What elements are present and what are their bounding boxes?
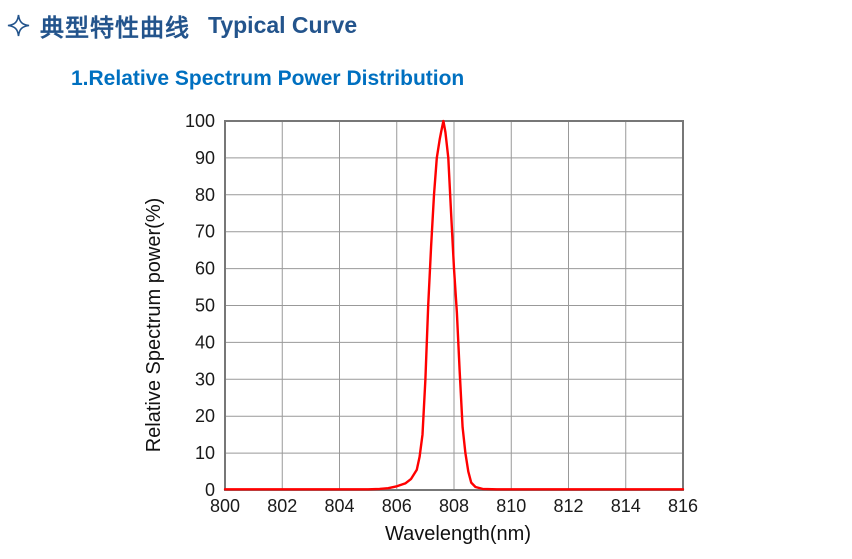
header-title-english: Typical Curve	[208, 12, 358, 38]
y-tick-label: 80	[195, 185, 215, 205]
x-axis-title: Wavelength(nm)	[385, 523, 531, 545]
x-tick-label: 812	[553, 496, 583, 516]
x-tick-label: 804	[324, 496, 354, 516]
header-title-chinese: 典型特性曲线	[40, 15, 190, 42]
tick-layer: 800 802 804 806 808 810 812 814 816 0 10 20 30 40 50 60…	[185, 111, 698, 516]
y-tick-label: 90	[195, 148, 215, 168]
section-header: 典型特性曲线 Typical Curve	[7, 8, 357, 43]
curve-layer	[223, 119, 685, 491]
y-tick-label: 50	[195, 296, 215, 316]
y-tick-label: 70	[195, 222, 215, 242]
grid-layer	[224, 120, 684, 491]
y-tick-label: 10	[195, 443, 215, 463]
y-tick-label: 30	[195, 369, 215, 389]
x-tick-label: 810	[496, 496, 526, 516]
x-tick-label: 814	[611, 496, 641, 516]
x-tick-label: 800	[210, 496, 240, 516]
x-tick-label: 806	[382, 496, 412, 516]
plot-border	[224, 120, 684, 491]
x-tick-label: 808	[439, 496, 469, 516]
y-axis-title: Relative Spectrum power(%)	[143, 198, 165, 453]
y-tick-label: 20	[195, 406, 215, 426]
x-tick-label: 802	[267, 496, 297, 516]
spectrum-curve	[223, 119, 685, 491]
y-tick-label: 60	[195, 259, 215, 279]
x-tick-label: 816	[668, 496, 698, 516]
four-pointed-star-icon	[7, 14, 30, 37]
y-tick-label: 0	[205, 480, 215, 500]
chart-section-heading: 1.Relative Spectrum Power Distribution	[71, 67, 465, 90]
y-tick-label: 40	[195, 332, 215, 352]
y-tick-label: 100	[185, 111, 215, 131]
